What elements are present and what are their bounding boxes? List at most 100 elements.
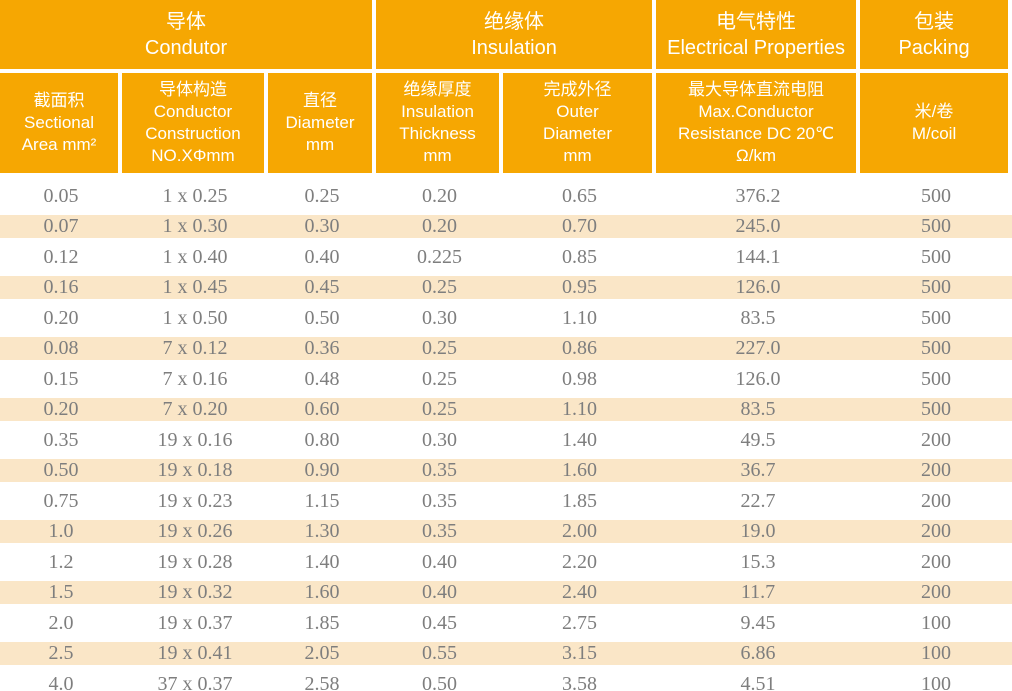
- table-cell: 7 x 0.16: [122, 364, 268, 394]
- table-cell: 200: [860, 486, 1012, 516]
- table-cell: 0.95: [503, 272, 657, 303]
- column-header-line: 直径: [303, 91, 338, 110]
- table-row: 0.20 7 x 0.20 0.60 0.25 1.10 83.5 500: [0, 394, 1012, 425]
- table-row: 0.05 1 x 0.25 0.25 0.20 0.65 376.2 500: [0, 181, 1012, 211]
- table-cell: 0.45: [376, 608, 504, 638]
- table-cell: 500: [860, 211, 1012, 242]
- table-row: 4.0 37 x 0.37 2.58 0.50 3.58 4.51 100: [0, 669, 1012, 691]
- table-cell: 1 x 0.45: [122, 272, 268, 303]
- column-header-m-per-coil: 米/卷 M/coil: [860, 73, 1012, 173]
- column-header-diameter: 直径 Diameter mm: [268, 73, 377, 173]
- column-header-line: 最大导体直流电阻: [688, 80, 825, 99]
- table-cell: 1.85: [268, 608, 377, 638]
- table-row: 0.50 19 x 0.18 0.90 0.35 1.60 36.7 200: [0, 455, 1012, 486]
- group-label-en: Insulation: [471, 36, 557, 59]
- table-cell: 19 x 0.37: [122, 608, 268, 638]
- table-cell: 19 x 0.41: [122, 638, 268, 669]
- table-cell: 200: [860, 577, 1012, 608]
- table-cell: 0.05: [0, 181, 122, 211]
- table-cell: 0.40: [376, 547, 504, 577]
- group-label-zh: 绝缘体: [484, 10, 545, 33]
- table-row: 0.08 7 x 0.12 0.36 0.25 0.86 227.0 500: [0, 333, 1012, 364]
- column-header-line: mm: [423, 146, 452, 165]
- table-cell: 100: [860, 638, 1012, 669]
- table-cell: 1.60: [503, 455, 657, 486]
- column-header-line: Construction: [145, 124, 241, 143]
- column-header-line: 米/卷: [914, 102, 954, 121]
- table-cell: 200: [860, 547, 1012, 577]
- table-row: 0.75 19 x 0.23 1.15 0.35 1.85 22.7 200: [0, 486, 1012, 516]
- group-header-conductor: 导体 Condutor: [0, 0, 377, 73]
- column-header-line: Area mm²: [21, 135, 97, 154]
- table-cell: 0.50: [0, 455, 122, 486]
- column-header-line: Diameter: [285, 113, 355, 132]
- table-cell: 0.20: [376, 211, 504, 242]
- table-cell: 500: [860, 333, 1012, 364]
- table-cell: 1 x 0.50: [122, 303, 268, 333]
- table-cell: 19 x 0.16: [122, 425, 268, 455]
- table-cell: 2.00: [503, 516, 657, 547]
- table-cell: 126.0: [656, 364, 861, 394]
- table-cell: 9.45: [656, 608, 861, 638]
- group-header-electrical-properties: 电气特性 Electrical Properties: [656, 0, 861, 73]
- table-cell: 1.40: [268, 547, 377, 577]
- column-header-line: mm: [305, 135, 335, 154]
- table-cell: 1.85: [503, 486, 657, 516]
- table-cell: 0.35: [376, 486, 504, 516]
- table-cell: 2.40: [503, 577, 657, 608]
- table-cell: 500: [860, 394, 1012, 425]
- table-cell: 49.5: [656, 425, 861, 455]
- table-cell: 0.08: [0, 333, 122, 364]
- table-cell: 0.225: [376, 242, 504, 272]
- table-cell: 0.30: [376, 303, 504, 333]
- table-cell: 2.75: [503, 608, 657, 638]
- column-header-row: 截面积 Sectional Area mm² 导体构造 Conductor Constru…: [0, 73, 1012, 173]
- table-cell: 245.0: [656, 211, 861, 242]
- group-label-zh: 包装: [914, 10, 955, 33]
- column-header-conductor-construction: 导体构造 Conductor Construction NO.XΦmm: [122, 73, 268, 173]
- table-cell: 500: [860, 181, 1012, 211]
- group-label-zh: 电气特性: [716, 10, 797, 33]
- table-row: 1.0 19 x 0.26 1.30 0.35 2.00 19.0 200: [0, 516, 1012, 547]
- table-cell: 22.7: [656, 486, 861, 516]
- table-cell: 19 x 0.32: [122, 577, 268, 608]
- column-header-sectional-area: 截面积 Sectional Area mm²: [0, 73, 122, 173]
- table-cell: 0.48: [268, 364, 377, 394]
- table-cell: 144.1: [656, 242, 861, 272]
- table-cell: 83.5: [656, 303, 861, 333]
- group-label-en: Electrical Properties: [667, 36, 845, 59]
- table-cell: 0.25: [376, 394, 504, 425]
- table-cell: 0.35: [376, 455, 504, 486]
- spacer-cell: [0, 173, 1012, 181]
- table-cell: 0.40: [268, 242, 377, 272]
- table-cell: 83.5: [656, 394, 861, 425]
- table-cell: 0.07: [0, 211, 122, 242]
- table-cell: 1 x 0.40: [122, 242, 268, 272]
- table-cell: 500: [860, 364, 1012, 394]
- table-cell: 1.0: [0, 516, 122, 547]
- group-header-insulation: 绝缘体 Insulation: [376, 0, 657, 73]
- group-header-row: 导体 Condutor 绝缘体 Insulation 电气特性 Electric…: [0, 0, 1012, 73]
- table-row: 0.12 1 x 0.40 0.40 0.225 0.85 144.1 500: [0, 242, 1012, 272]
- group-label-en: Condutor: [144, 36, 228, 59]
- column-header-line: Max.Conductor: [698, 102, 814, 121]
- group-label-zh: 导体: [166, 10, 207, 33]
- table-cell: 1.40: [503, 425, 657, 455]
- table-cell: 1.2: [0, 547, 122, 577]
- spec-table-body: 0.05 1 x 0.25 0.25 0.20 0.65 376.2 500 0.07 1 x …: [0, 173, 1012, 691]
- table-cell: 1 x 0.30: [122, 211, 268, 242]
- table-cell: 19 x 0.18: [122, 455, 268, 486]
- column-header-max-resistance: 最大导体直流电阻 Max.Conductor Resistance DC 20℃ Ω/…: [656, 73, 861, 173]
- table-cell: 126.0: [656, 272, 861, 303]
- table-row: 1.2 19 x 0.28 1.40 0.40 2.20 15.3 200: [0, 547, 1012, 577]
- table-row: 2.5 19 x 0.41 2.05 0.55 3.15 6.86 100: [0, 638, 1012, 669]
- table-cell: 2.05: [268, 638, 377, 669]
- table-cell: 0.25: [268, 181, 377, 211]
- column-header-line: Outer: [556, 102, 599, 121]
- table-cell: 0.65: [503, 181, 657, 211]
- table-cell: 100: [860, 608, 1012, 638]
- table-cell: 0.50: [268, 303, 377, 333]
- column-header-line: NO.XΦmm: [151, 146, 235, 165]
- table-cell: 3.15: [503, 638, 657, 669]
- table-cell: 0.70: [503, 211, 657, 242]
